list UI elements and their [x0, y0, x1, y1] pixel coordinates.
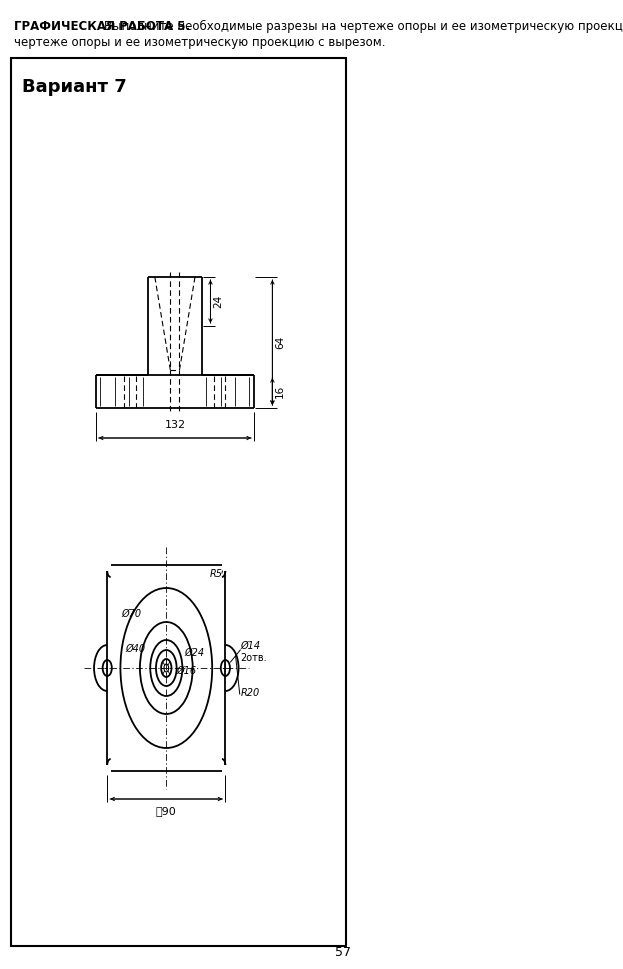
- Text: 132: 132: [164, 420, 186, 430]
- Text: Ø40: Ø40: [126, 643, 146, 653]
- Text: ГРАФИЧЕСКАЯ РАБОТА 5.: ГРАФИЧЕСКАЯ РАБОТА 5.: [14, 20, 191, 33]
- Text: Ø24: Ø24: [184, 648, 205, 658]
- Text: 90: 90: [156, 806, 177, 816]
- Text: 57: 57: [335, 946, 351, 958]
- Text: 2отв.: 2отв.: [240, 653, 267, 663]
- Text: 64: 64: [275, 336, 285, 349]
- Text: 24: 24: [213, 295, 223, 307]
- Text: чертеже опоры и ее изометрическую проекцию с вырезом.: чертеже опоры и ее изометрическую проекц…: [14, 36, 386, 49]
- FancyBboxPatch shape: [11, 58, 346, 946]
- Text: R5: R5: [209, 569, 222, 579]
- Text: Ø16: Ø16: [176, 666, 196, 675]
- Text: Выполните необходимые разрезы на чертеже опоры и ее изометрическую проекцию с вы: Выполните необходимые разрезы на чертеже…: [105, 20, 623, 33]
- Text: R20: R20: [240, 688, 260, 698]
- Text: 16: 16: [275, 385, 285, 398]
- Text: Ø70: Ø70: [121, 609, 141, 619]
- Text: Вариант 7: Вариант 7: [22, 78, 126, 96]
- Text: Ø14: Ø14: [240, 641, 260, 651]
